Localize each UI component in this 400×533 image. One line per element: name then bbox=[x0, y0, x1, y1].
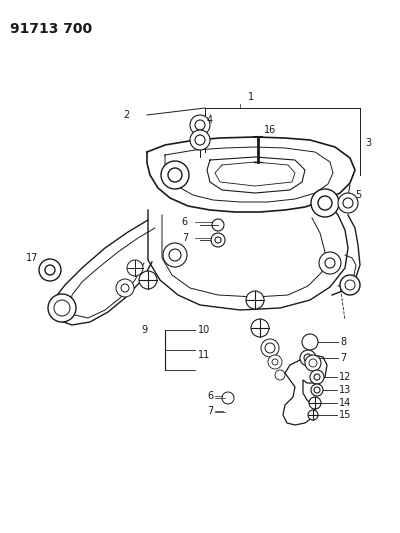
Circle shape bbox=[39, 259, 61, 281]
Text: 15: 15 bbox=[339, 410, 351, 420]
Text: 10: 10 bbox=[198, 325, 210, 335]
Text: 3: 3 bbox=[365, 138, 371, 148]
Text: 9: 9 bbox=[142, 325, 148, 335]
Text: 91713 700: 91713 700 bbox=[10, 22, 92, 36]
Circle shape bbox=[311, 189, 339, 217]
Text: 1: 1 bbox=[248, 92, 254, 102]
Circle shape bbox=[190, 130, 210, 150]
Circle shape bbox=[127, 260, 143, 276]
Text: 2: 2 bbox=[124, 110, 130, 120]
Circle shape bbox=[211, 233, 225, 247]
Circle shape bbox=[309, 397, 321, 409]
Circle shape bbox=[246, 291, 264, 309]
Text: 13: 13 bbox=[339, 385, 351, 395]
Text: 7: 7 bbox=[340, 353, 346, 363]
Circle shape bbox=[305, 355, 321, 371]
Text: 6: 6 bbox=[182, 217, 188, 227]
Circle shape bbox=[190, 115, 210, 135]
Text: 12: 12 bbox=[339, 372, 351, 382]
Circle shape bbox=[308, 410, 318, 420]
Circle shape bbox=[300, 350, 316, 366]
Circle shape bbox=[338, 193, 358, 213]
Circle shape bbox=[319, 252, 341, 274]
Text: 11: 11 bbox=[198, 350, 210, 360]
Text: 16: 16 bbox=[264, 125, 276, 135]
Circle shape bbox=[139, 271, 157, 289]
Text: 17: 17 bbox=[26, 253, 38, 263]
Text: 8: 8 bbox=[340, 337, 346, 347]
Text: 7: 7 bbox=[207, 406, 213, 416]
Circle shape bbox=[310, 370, 324, 384]
Circle shape bbox=[311, 384, 323, 396]
Circle shape bbox=[268, 355, 282, 369]
Circle shape bbox=[340, 275, 360, 295]
Circle shape bbox=[261, 339, 279, 357]
Text: 4: 4 bbox=[207, 115, 213, 125]
Circle shape bbox=[163, 243, 187, 267]
Text: 6: 6 bbox=[207, 391, 213, 401]
Circle shape bbox=[161, 161, 189, 189]
Text: 7: 7 bbox=[182, 233, 188, 243]
Circle shape bbox=[251, 319, 269, 337]
Circle shape bbox=[116, 279, 134, 297]
Circle shape bbox=[48, 294, 76, 322]
Text: 5: 5 bbox=[355, 190, 361, 200]
Text: 14: 14 bbox=[339, 398, 351, 408]
